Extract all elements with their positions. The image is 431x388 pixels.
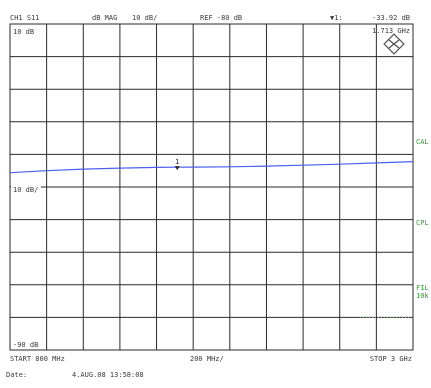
scale-label: 10 dB/ xyxy=(132,14,157,22)
marker-triangle xyxy=(174,166,180,171)
side-label-fil: FIL xyxy=(416,284,429,292)
stop-frequency: STOP 3 GHz xyxy=(370,355,412,363)
logo-cross xyxy=(388,39,400,49)
side-label-cpl: CPL xyxy=(416,219,429,227)
side-label-fil-bandwidth: 10k xyxy=(416,292,429,300)
plot-area: 10 dB 10 dB/ -90 dB 1 xyxy=(9,23,414,351)
tick-label-background xyxy=(11,339,41,349)
plot-grid xyxy=(10,24,413,350)
y-tick-label: 10 dB/ xyxy=(13,186,38,194)
marker-readout-frequency: 1.713 GHz xyxy=(372,27,410,35)
marker-label: 1 xyxy=(175,158,179,166)
tick-label-background xyxy=(11,26,37,36)
y-tick-label: -90 dB xyxy=(13,341,38,349)
y-tick-label: 10 dB xyxy=(13,28,34,36)
logo-diamond xyxy=(383,33,405,55)
marker-symbol: ▼1: xyxy=(330,14,343,22)
y-tick-labels: 10 dB 10 dB/ -90 dB xyxy=(11,26,41,349)
marker-readout-value: -33.92 dB xyxy=(372,14,410,22)
span-per-division: 200 MHz/ xyxy=(190,355,224,363)
date-value: 4.AUG.08 13:58:08 xyxy=(72,371,144,379)
rs-logo xyxy=(383,33,405,55)
format-label: dB MAG xyxy=(92,14,117,22)
marker-layer: 1 xyxy=(174,158,180,171)
trace-layer xyxy=(9,161,414,174)
tick-label-background xyxy=(11,184,41,194)
channel-label: CH1 S11 xyxy=(10,14,40,22)
side-label-cal: CAL xyxy=(416,138,429,146)
ref-label: REF -80 dB xyxy=(200,14,242,22)
start-frequency: START 800 MHz xyxy=(10,355,65,363)
trace-line xyxy=(9,161,414,174)
date-label: Date: xyxy=(6,371,27,379)
